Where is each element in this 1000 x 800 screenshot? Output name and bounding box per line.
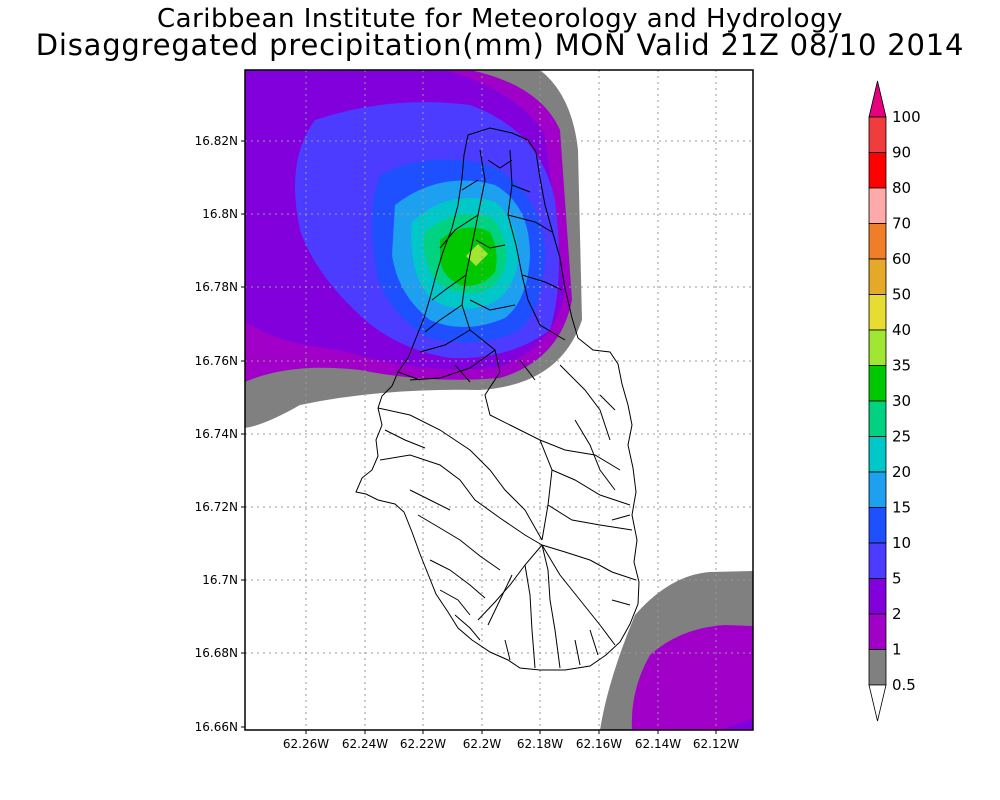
colorbar-swatch (868, 436, 887, 473)
colorbar-label: 40 (892, 321, 911, 339)
lat-tick-label: 16.68N (195, 646, 238, 660)
contour-2-southeast (720, 718, 753, 730)
lon-tick-label: 62.24W (342, 737, 388, 751)
colorbar-legend: 100 90 80 70 60 50 40 35 30 25 20 15 10 5 2 1 0.5 (868, 80, 921, 722)
colorbar-label: 1 (892, 641, 902, 659)
lat-tick-label: 16.74N (195, 427, 238, 441)
colorbar-swatch (868, 542, 887, 579)
colorbar-swatch (868, 329, 887, 366)
lat-tick-label: 16.7N (202, 573, 238, 587)
colorbar-label: 25 (892, 428, 911, 446)
gridlines (245, 70, 753, 730)
colorbar-swatch (868, 187, 887, 224)
plot-frame (244, 69, 754, 731)
lon-tick-label: 62.14W (635, 737, 681, 751)
lon-tick-label: 62.22W (400, 737, 446, 751)
lon-tick-label: 62.18W (517, 737, 563, 751)
colorbar-swatch (868, 116, 887, 153)
contour-1-southeast (631, 625, 753, 730)
colorbar-label: 90 (892, 144, 911, 162)
colorbar-swatch (868, 152, 887, 189)
colorbar-label: 80 (892, 179, 911, 197)
colorbar-swatch (868, 365, 887, 402)
lat-tick-label: 16.72N (195, 500, 238, 514)
colorbar-label: 50 (892, 286, 911, 304)
lat-tick-label: 16.76N (195, 354, 238, 368)
colorbar-swatch (868, 471, 887, 508)
precipitation-contours (245, 70, 753, 730)
colorbar-swatch (868, 223, 887, 260)
lon-tick-label: 62.16W (576, 737, 622, 751)
colorbar-swatch (868, 649, 887, 686)
colorbar-label: 100 (892, 108, 921, 126)
colorbar-label: 20 (892, 463, 911, 481)
lat-tick-label: 16.82N (195, 134, 238, 148)
lon-tick-label: 62.2W (463, 737, 502, 751)
colorbar-swatch (868, 507, 887, 544)
colorbar-swatch (868, 294, 887, 331)
latitude-axis: 16.82N 16.8N 16.78N 16.76N 16.74N 16.72N 16.7N… (195, 134, 245, 734)
chart-title: Caribbean Institute for Meteorology and … (157, 4, 843, 34)
longitude-axis: 62.26W 62.24W 62.22W 62.2W 62.18W 62.16W 62.14… (283, 730, 739, 751)
lon-tick-label: 62.12W (693, 737, 739, 751)
colorbar-swatch (868, 578, 887, 615)
chart-subtitle: Disaggregated precipitation(mm) MON Vali… (35, 28, 965, 62)
colorbar-top-arrow (868, 80, 887, 118)
colorbar-swatch (868, 258, 887, 295)
colorbar-label: 60 (892, 250, 911, 268)
colorbar-swatch (868, 400, 887, 437)
colorbar-label: 2 (892, 605, 902, 623)
colorbar-label: 15 (892, 499, 911, 517)
lon-tick-label: 62.26W (283, 737, 329, 751)
colorbar-bottom-arrow (868, 684, 887, 722)
lat-tick-label: 16.66N (195, 720, 238, 734)
colorbar-label: 0.5 (892, 676, 916, 694)
colorbar-label: 5 (892, 570, 902, 588)
colorbar-label: 30 (892, 392, 911, 410)
colorbar-label: 70 (892, 215, 911, 233)
contour-35 (466, 244, 488, 266)
lat-tick-label: 16.8N (202, 207, 238, 221)
lat-tick-label: 16.78N (195, 280, 238, 294)
island-outline (355, 127, 640, 671)
colorbar-label: 10 (892, 534, 911, 552)
colorbar-swatch (868, 613, 887, 650)
colorbar-label: 35 (892, 357, 911, 375)
